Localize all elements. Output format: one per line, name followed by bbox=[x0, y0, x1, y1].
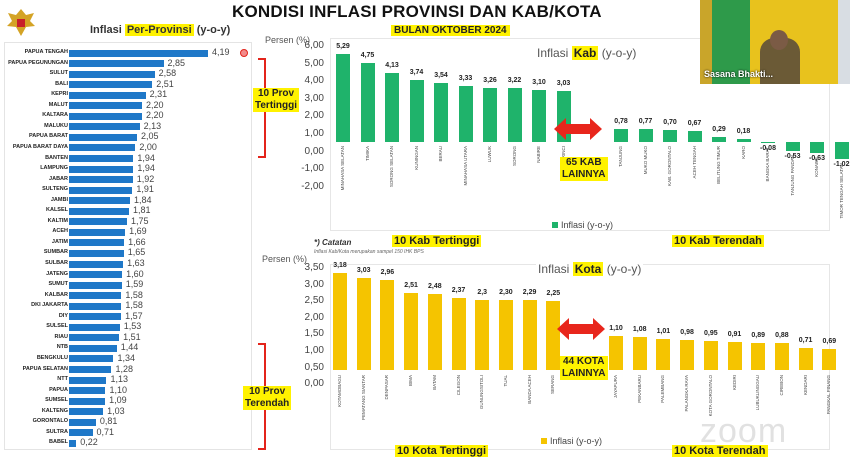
bar bbox=[380, 280, 394, 370]
bar bbox=[704, 341, 718, 370]
bar bbox=[499, 300, 513, 370]
bar bbox=[609, 336, 623, 370]
bar bbox=[822, 349, 836, 370]
category-label: PANGKAL PINANG bbox=[826, 375, 831, 414]
bar bbox=[428, 294, 442, 370]
category-label: BATAM bbox=[432, 375, 437, 390]
legend-swatch-icon bbox=[541, 438, 547, 444]
kota-top-caption: 10 Kota Tertinggi bbox=[395, 445, 488, 457]
bar bbox=[452, 298, 466, 370]
bar bbox=[656, 339, 670, 370]
bar-value: 0,98 bbox=[674, 329, 700, 336]
bar bbox=[775, 343, 789, 370]
bar-value: 2,3 bbox=[469, 289, 495, 296]
bar bbox=[523, 300, 537, 370]
bar-value: 0,88 bbox=[769, 332, 795, 339]
category-label: SERANG bbox=[550, 375, 555, 394]
bar bbox=[333, 273, 347, 370]
category-label: TUAL bbox=[503, 375, 508, 387]
category-label: PEMATANG SIANTAR bbox=[361, 375, 366, 420]
kota-legend: Inflasi (y-o-y) bbox=[541, 436, 602, 446]
category-label: PEKANBARU bbox=[637, 375, 642, 403]
bar-value: 2,29 bbox=[517, 289, 543, 296]
bar-value: 3,03 bbox=[351, 267, 377, 274]
bar bbox=[357, 278, 371, 370]
bar bbox=[680, 340, 694, 370]
kota-others-tag: 44 KOTA LAINNYA bbox=[560, 356, 608, 380]
bar bbox=[751, 343, 765, 370]
category-label: BANDA ACEH bbox=[527, 375, 532, 404]
bar-value: 2,25 bbox=[540, 290, 566, 297]
bar bbox=[475, 300, 489, 370]
category-label: KOTA GORONTALO bbox=[708, 375, 713, 416]
bar bbox=[799, 348, 813, 370]
category-label: LUBUKLINGGAU bbox=[755, 375, 760, 410]
bar-value: 0,89 bbox=[745, 332, 771, 339]
bar-value: 0,71 bbox=[793, 337, 819, 344]
category-label: CILEGON bbox=[456, 375, 461, 395]
bar bbox=[404, 293, 418, 370]
bar bbox=[728, 342, 742, 370]
bar-value: 0,95 bbox=[698, 330, 724, 337]
bar-value: 3,18 bbox=[327, 262, 353, 269]
bar-value: 1,10 bbox=[603, 325, 629, 332]
category-label: CIREBON bbox=[779, 375, 784, 396]
kota-others-arrow-icon bbox=[557, 318, 605, 345]
bar-value: 1,01 bbox=[650, 328, 676, 335]
category-label: BIMA bbox=[408, 375, 413, 386]
bar-value: 1,08 bbox=[627, 326, 653, 333]
bar-value: 2,37 bbox=[446, 287, 472, 294]
bar-value: 2,51 bbox=[398, 282, 424, 289]
category-label: KEDIRI bbox=[732, 375, 737, 390]
participant-head bbox=[770, 30, 788, 50]
category-label: GUNUNGSITOLI bbox=[479, 375, 484, 409]
bar bbox=[633, 337, 647, 370]
category-label: DENPASAR bbox=[384, 375, 389, 399]
category-label: PALEMBANG bbox=[660, 375, 665, 403]
bar-value: 2,96 bbox=[374, 269, 400, 276]
participant-name: Sasana Bhakti... bbox=[704, 69, 773, 79]
participant-video-tile[interactable]: Sasana Bhakti... bbox=[700, 0, 850, 84]
bar-value: 2,30 bbox=[493, 289, 519, 296]
bar-value: 2,48 bbox=[422, 283, 448, 290]
category-label: PALANGKA RAYA bbox=[684, 375, 689, 412]
category-label: JAYAPURA bbox=[613, 375, 618, 398]
bar-value: 0,91 bbox=[722, 331, 748, 338]
zoom-watermark: zoom bbox=[700, 412, 787, 451]
category-label: KENDARI bbox=[803, 375, 808, 395]
bar-value: 0,69 bbox=[816, 338, 842, 345]
category-label: KOTAMOBAGU bbox=[337, 375, 342, 407]
